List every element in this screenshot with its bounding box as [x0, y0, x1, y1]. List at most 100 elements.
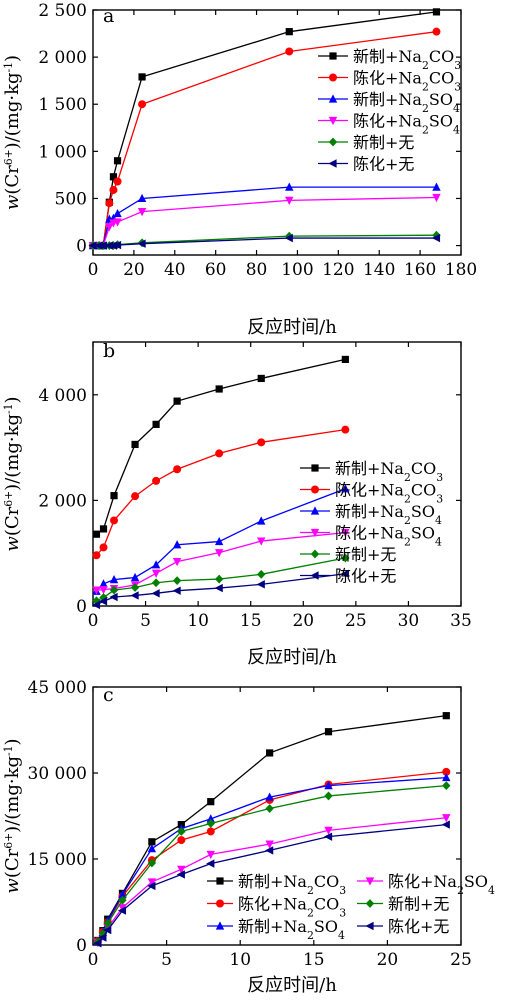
- data-point: [214, 536, 224, 546]
- legend-label: 新制+无: [335, 545, 396, 564]
- data-point: [176, 870, 185, 879]
- x-tick-label: 60: [205, 260, 227, 280]
- data-point: [257, 438, 266, 447]
- data-point: [340, 569, 349, 578]
- x-tick-label: 10: [187, 611, 209, 631]
- data-point: [172, 586, 181, 595]
- data-point: [324, 728, 333, 736]
- legend-marker: [311, 464, 319, 472]
- legend-marker: [216, 877, 224, 885]
- legend-label: 陈化+Na2SO4: [335, 524, 442, 549]
- data-point: [341, 425, 350, 434]
- data-point: [113, 218, 122, 227]
- data-point: [324, 791, 333, 801]
- data-point: [105, 223, 114, 232]
- legend-marker: [365, 899, 375, 908]
- x-tick-label: 20: [377, 950, 399, 970]
- legend-label: 陈化+Na2SO4: [388, 872, 495, 897]
- x-axis-label: 反应时间/h: [247, 317, 337, 338]
- x-tick-label: 0: [88, 260, 99, 280]
- data-point: [206, 859, 215, 868]
- legend-marker: [329, 73, 337, 82]
- data-point: [98, 933, 107, 942]
- series-5: [88, 233, 441, 250]
- legend-label: 新制+无: [353, 133, 414, 152]
- data-point: [92, 530, 101, 538]
- data-point: [214, 574, 224, 584]
- panel-letter: a: [103, 5, 114, 27]
- data-point: [118, 895, 127, 905]
- data-point: [431, 233, 441, 243]
- x-tick-label: 40: [164, 260, 186, 280]
- y-tick-label: 0: [76, 237, 87, 257]
- x-axis-label: 反应时间/h: [247, 647, 337, 668]
- data-point: [266, 749, 274, 757]
- data-point: [113, 157, 122, 165]
- data-point: [285, 182, 294, 191]
- data-point: [109, 173, 118, 181]
- x-tick-label: 80: [246, 260, 268, 280]
- data-point: [214, 583, 223, 593]
- x-tick-label: 20: [123, 260, 145, 280]
- y-tick-label: 1 500: [38, 95, 87, 115]
- y-tick-label: 45 000: [28, 678, 87, 698]
- data-point: [113, 177, 122, 186]
- data-point: [257, 516, 266, 525]
- legend-marker: [310, 549, 320, 559]
- x-tick-label: 5: [161, 950, 172, 970]
- data-point: [442, 712, 450, 720]
- x-tick-label: 5: [140, 611, 151, 631]
- data-point: [130, 572, 140, 582]
- data-point: [109, 585, 119, 595]
- data-point: [257, 374, 265, 383]
- data-point: [108, 241, 118, 250]
- data-point: [177, 827, 186, 836]
- data-point: [341, 529, 350, 538]
- legend: 新制+Na2CO3 陈化+Na2SO4 陈化+Na2CO3 新制+无新制+Na2SO4…: [207, 872, 495, 942]
- y-tick-label: 0: [76, 936, 87, 956]
- x-tick-label: 25: [450, 950, 472, 970]
- legend-marker: [328, 137, 338, 147]
- x-tick-label: 0: [88, 611, 99, 631]
- data-point: [109, 575, 119, 584]
- x-tick-label: 140: [363, 260, 395, 280]
- x-tick-label: 10: [229, 950, 251, 970]
- data-point: [118, 904, 127, 913]
- data-point: [206, 814, 215, 823]
- data-point: [442, 772, 451, 782]
- x-tick-label: 15: [303, 950, 325, 970]
- legend-label: 陈化+Na2CO3: [353, 69, 461, 94]
- data-point: [130, 591, 139, 600]
- data-point: [112, 240, 122, 250]
- data-point: [109, 185, 118, 194]
- x-tick-label: 100: [281, 260, 313, 280]
- data-point: [432, 27, 441, 36]
- data-point: [92, 596, 101, 606]
- legend-label: 新制+Na2SO4: [335, 502, 442, 527]
- legend-label: 新制+Na2CO3: [335, 459, 443, 484]
- y-tick-label: 1 000: [38, 142, 87, 162]
- plot-frame: [92, 341, 462, 607]
- legend-label: 新制+Na2CO3: [353, 47, 461, 72]
- data-point: [177, 865, 186, 874]
- legend-marker: [215, 921, 225, 930]
- data-point: [147, 844, 157, 853]
- data-point: [432, 193, 441, 203]
- x-tick-label: 15: [240, 611, 262, 631]
- legend-marker: [329, 52, 337, 60]
- legend-marker: [310, 506, 320, 515]
- legend-label: 陈化+Na2CO3: [335, 481, 443, 506]
- series-4: [88, 230, 441, 250]
- legend-marker: [310, 528, 320, 538]
- data-point: [147, 878, 157, 887]
- data-point: [103, 925, 112, 935]
- data-point: [105, 199, 114, 208]
- data-point: [257, 569, 266, 579]
- data-point: [147, 881, 156, 891]
- data-point: [118, 889, 127, 899]
- data-point: [341, 553, 350, 563]
- series-line: [97, 784, 447, 943]
- x-tick-label: 35: [450, 611, 472, 631]
- data-point: [103, 918, 112, 928]
